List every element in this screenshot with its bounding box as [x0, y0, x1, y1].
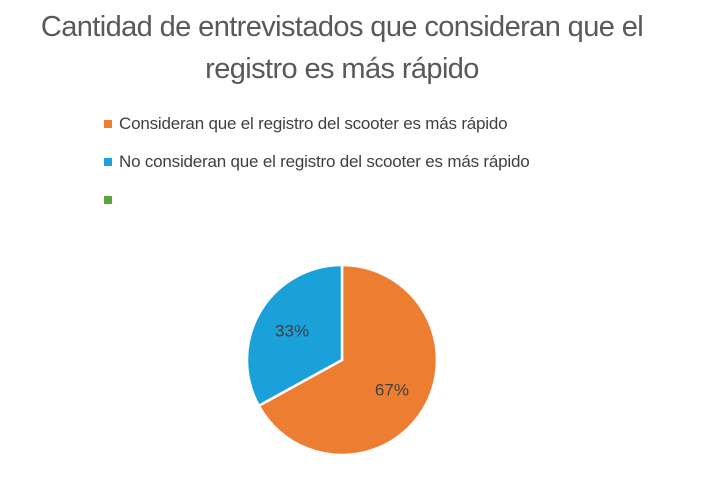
pie-slice-label-1: 67%	[375, 381, 409, 400]
pie-slice-label-2: 33%	[275, 321, 309, 340]
pie-slice-2	[245, 263, 344, 408]
chart-title: Cantidad de entrevistados que consideran…	[0, 6, 684, 90]
legend-entry-no-consideran: No consideran que el registro del scoote…	[104, 149, 530, 175]
legend-label-consideran: Consideran que el registro del scooter e…	[119, 114, 508, 133]
pie-slices	[245, 263, 439, 457]
legend-swatch-no-consideran	[104, 158, 112, 166]
chart-title-line-1: Cantidad de entrevistados que consideran…	[40, 11, 644, 43]
legend-entry-consideran: Consideran que el registro del scooter e…	[104, 111, 529, 137]
legend-entry-empty	[104, 187, 529, 213]
chart-legend: Consideran que el registro del scooter e…	[104, 111, 530, 225]
legend-swatch-empty	[104, 196, 112, 204]
legend-swatch-consideran	[104, 120, 112, 128]
pie-labels: 67% 33%	[275, 321, 409, 399]
pie-slice-1	[257, 263, 439, 457]
legend-label-no-consideran: No consideran que el registro del scoote…	[119, 152, 530, 171]
chart-title-line-2: registro es más rápido	[205, 53, 479, 85]
